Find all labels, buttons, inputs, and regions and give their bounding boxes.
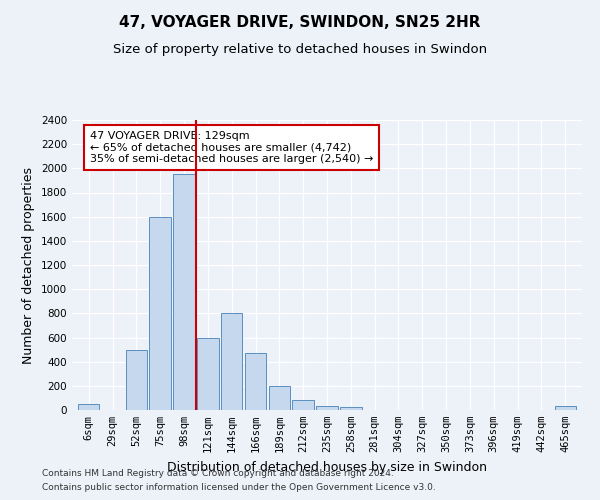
Text: 47, VOYAGER DRIVE, SWINDON, SN25 2HR: 47, VOYAGER DRIVE, SWINDON, SN25 2HR [119, 15, 481, 30]
Bar [269, 386, 290, 410]
Y-axis label: Number of detached properties: Number of detached properties [22, 166, 35, 364]
Bar [554, 406, 576, 410]
Bar [197, 338, 218, 410]
Bar [125, 350, 147, 410]
Bar [316, 406, 338, 410]
Text: Contains public sector information licensed under the Open Government Licence v3: Contains public sector information licen… [42, 484, 436, 492]
Text: Contains HM Land Registry data © Crown copyright and database right 2024.: Contains HM Land Registry data © Crown c… [42, 468, 394, 477]
Bar [173, 174, 195, 410]
X-axis label: Distribution of detached houses by size in Swindon: Distribution of detached houses by size … [167, 460, 487, 473]
Bar [292, 400, 314, 410]
Bar [245, 352, 266, 410]
Bar [78, 404, 100, 410]
Bar [221, 314, 242, 410]
Bar [149, 216, 171, 410]
Bar [340, 407, 362, 410]
Text: Size of property relative to detached houses in Swindon: Size of property relative to detached ho… [113, 42, 487, 56]
Text: 47 VOYAGER DRIVE: 129sqm
← 65% of detached houses are smaller (4,742)
35% of sem: 47 VOYAGER DRIVE: 129sqm ← 65% of detach… [90, 131, 373, 164]
